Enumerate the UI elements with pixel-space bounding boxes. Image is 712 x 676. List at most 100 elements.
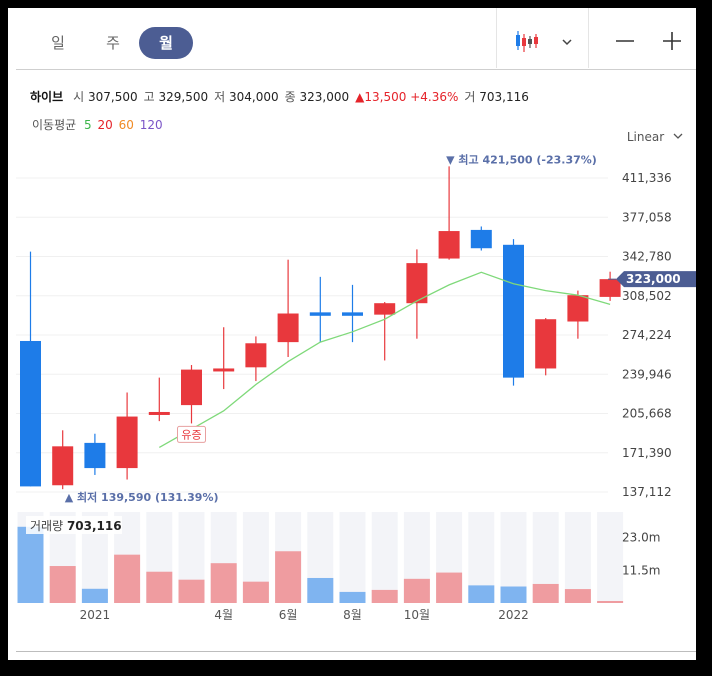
volume-panel-title: 거래량 — [30, 519, 67, 533]
x-tick-label: 10월 — [404, 608, 430, 622]
candle-body — [20, 340, 41, 487]
volume-bar — [564, 589, 591, 603]
volume-bar — [275, 551, 302, 603]
volume-bar — [468, 585, 495, 603]
candle-body — [148, 411, 170, 415]
ma-period-60[interactable]: 60 — [118, 118, 134, 132]
ma-period-120[interactable]: 120 — [139, 118, 163, 132]
chevron-down-icon — [673, 133, 683, 139]
ma-label: 이동평균 — [32, 118, 77, 132]
high-label: 고 — [143, 90, 155, 104]
x-tick-label: 8월 — [343, 608, 362, 622]
header-divider — [16, 69, 696, 70]
x-tick-label: 6월 — [279, 608, 298, 622]
scale-selector[interactable]: Linear — [627, 130, 684, 144]
current-price-tag — [616, 271, 696, 288]
low-value: 304,000 — [229, 90, 279, 104]
price-tick-label: 239,946 — [622, 367, 672, 381]
current-price-label: 323,000 — [626, 272, 681, 286]
ma-period-20[interactable]: 20 — [97, 118, 113, 132]
event-marker-label: 유증 — [181, 428, 201, 441]
volume-bar — [114, 554, 141, 603]
volume-label-bg — [26, 516, 122, 534]
event-marker-box — [177, 425, 206, 443]
close-label: 종 — [284, 90, 296, 104]
ma-period-5[interactable]: 5 — [84, 118, 92, 132]
close-value: 323,000 — [299, 90, 350, 104]
tab-day[interactable]: 일 — [51, 34, 65, 52]
moving-average-legend: 이동평균 5 20 60 120 — [30, 116, 163, 133]
open-value: 307,500 — [88, 90, 138, 104]
low-label: 저 — [214, 90, 226, 104]
candle-body — [567, 295, 589, 322]
scale-selector-label: Linear — [626, 130, 665, 144]
volume-bar — [81, 588, 108, 603]
low-marker-label: ▲ 최저 139,590 (131.39%) — [65, 490, 219, 504]
candle-body — [309, 312, 331, 316]
ma5-line — [158, 271, 611, 449]
tab-week[interactable]: 주 — [106, 34, 120, 52]
candle-body — [599, 279, 621, 297]
change-value: 13,500 — [364, 90, 407, 104]
price-tick-label: 377,058 — [622, 210, 672, 224]
volume-tick-label: 11.5m — [622, 563, 660, 577]
change-arrow-icon: ▲ — [355, 90, 365, 104]
candle-body — [181, 369, 202, 406]
volume-label: 거 — [464, 90, 476, 104]
volume-bar — [597, 601, 624, 603]
volume-bar — [371, 589, 398, 603]
volume-panel-label: 거래량 703,116 — [30, 519, 122, 533]
toolbar-divider — [496, 8, 497, 68]
chart-widget: 일 주 월 하이브 시 307,500 고 329,500 저 304,000 종 32… — [8, 8, 696, 660]
candle-body — [374, 303, 396, 315]
volume-bar — [500, 586, 527, 603]
candle-body — [52, 446, 74, 486]
price-tick-label: 308,502 — [622, 289, 672, 303]
volume-bar — [242, 581, 269, 603]
tab-month[interactable]: 월 — [139, 27, 193, 59]
stock-name: 하이브 — [30, 90, 64, 104]
change-percent: +4.36% — [410, 90, 459, 104]
volume-slot — [597, 512, 624, 603]
candle-body — [535, 319, 557, 369]
price-tick-label: 205,668 — [622, 407, 672, 421]
candle-body — [342, 312, 363, 316]
price-chart[interactable]: 411,336 377,058 342,780 308,502 274,224 239,9… — [8, 8, 696, 660]
x-tick-label: 4월 — [214, 608, 233, 622]
volume-slot — [339, 512, 366, 603]
high-value: 329,500 — [158, 90, 209, 104]
volume-bar — [17, 526, 44, 603]
volume-bar — [49, 566, 76, 603]
volume-bar — [532, 583, 559, 603]
price-tick-label: 411,336 — [622, 171, 672, 185]
price-tick-label: 342,780 — [622, 250, 672, 264]
volume-slot — [564, 512, 591, 603]
candle-body — [406, 263, 428, 304]
candlestick-icon[interactable] — [513, 28, 543, 54]
high-marker-label: ▼ 최고 421,500 (-23.37%) — [446, 152, 597, 166]
footer-divider — [16, 651, 696, 652]
volume-bar — [307, 577, 334, 603]
candle-body — [84, 442, 106, 469]
volume-slot — [371, 512, 398, 603]
volume-bar — [178, 579, 205, 603]
volume-bar — [146, 571, 173, 603]
price-tick-label: 274,224 — [622, 328, 672, 342]
candle-body — [245, 343, 267, 368]
candle-body — [277, 313, 299, 343]
candle-body — [438, 231, 460, 259]
volume-bar — [339, 591, 366, 603]
stock-info-row: 하이브 시 307,500 고 329,500 저 304,000 종 323,000 ▲… — [30, 88, 535, 105]
open-label: 시 — [73, 90, 85, 104]
chevron-down-icon[interactable] — [560, 33, 574, 46]
minus-icon[interactable] — [614, 30, 636, 52]
plus-icon[interactable] — [661, 30, 683, 52]
toolbar-divider — [588, 8, 589, 68]
x-tick-label: 2022 — [498, 608, 529, 622]
x-tick-label: 2021 — [80, 608, 111, 622]
candle-body — [213, 368, 235, 372]
volume-bar — [210, 563, 237, 603]
volume-value: 703,116 — [479, 90, 529, 104]
candle-body — [116, 416, 138, 469]
price-tick-label: 171,390 — [622, 446, 672, 460]
